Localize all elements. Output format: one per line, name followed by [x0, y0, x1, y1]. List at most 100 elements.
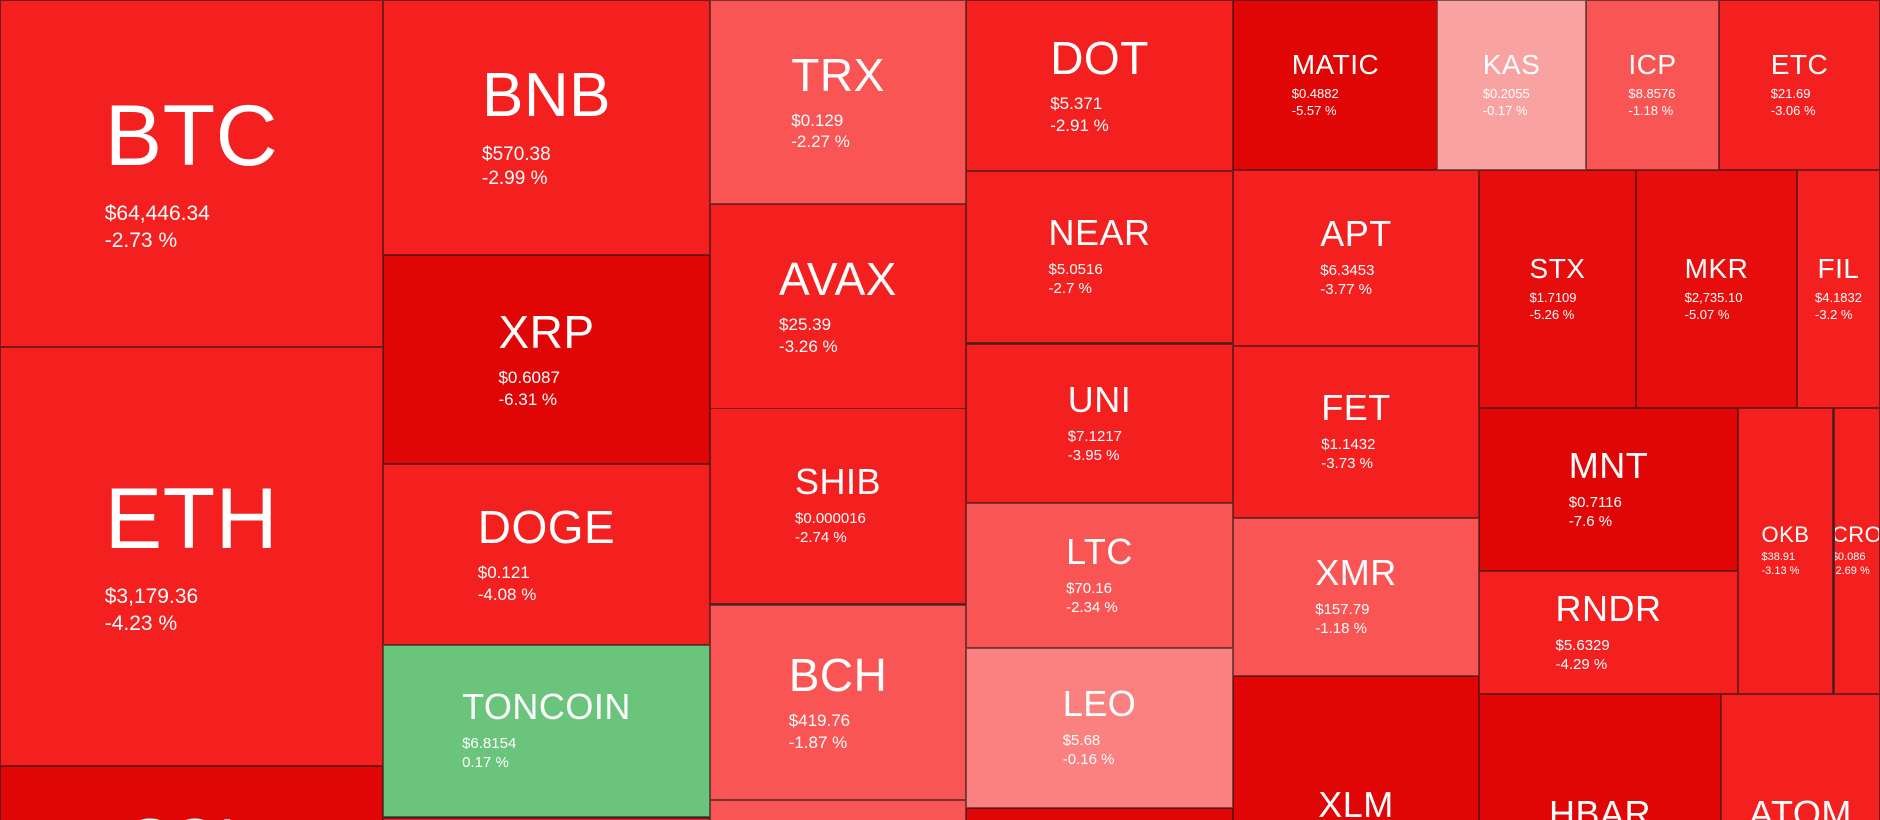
treemap-tile-ltc[interactable]: LTC $70.16 -2.34 % — [966, 503, 1233, 648]
treemap-tile-kas[interactable]: KAS $0.2055 -0.17 % — [1437, 0, 1586, 170]
tile-price: $5.6329 — [1555, 636, 1610, 654]
tile-change-percent: -7.6 % — [1568, 512, 1613, 530]
tile-change-percent: -3.95 % — [1067, 446, 1120, 464]
treemap-tile-xmr[interactable]: XMR $157.79 -1.18 % — [1233, 518, 1479, 676]
tile-content: ATOM$5.783-4.21 % — [1749, 792, 1852, 820]
tile-change-percent: -3.26 % — [779, 336, 838, 356]
tile-symbol: ETC — [1770, 49, 1829, 81]
tile-change-percent: -2.74 % — [794, 529, 847, 546]
tile-content: AVAX $25.39 -3.26 % — [779, 256, 897, 357]
tile-content: HBAR$0.0625-6.15 % — [1549, 795, 1651, 820]
tile-symbol: ATOM — [1749, 792, 1852, 820]
tile-change-percent: -2.73 % — [104, 228, 178, 252]
tile-change-percent: -5.57 % — [1291, 102, 1337, 118]
tile-price: $6.8154 — [462, 735, 517, 753]
tile-content: BNB $570.38 -2.99 % — [482, 64, 611, 191]
treemap-tile-etc[interactable]: ETC $21.69 -3.06 % — [1719, 0, 1880, 170]
tile-content: SHIB $0.000016 -2.74 % — [795, 464, 881, 548]
tile-change-percent: -2.91 % — [1050, 115, 1109, 135]
treemap-tile-near[interactable]: NEAR $5.0516 -2.7 % — [966, 171, 1233, 343]
tile-price: $570.38 — [482, 143, 551, 165]
tile-change-percent: -1.18 % — [1315, 620, 1367, 637]
treemap-tile-rndr[interactable]: RNDR $5.6329 -4.29 % — [1479, 571, 1738, 694]
tile-symbol: LEO — [1062, 683, 1137, 725]
tile-price: $21.69 — [1770, 86, 1811, 102]
tile-price: $0.6087 — [498, 368, 560, 388]
treemap-tile-matic[interactable]: MATIC $0.4882 -5.57 % — [1233, 0, 1438, 170]
tile-symbol: FIL — [1817, 253, 1860, 285]
treemap-tile-fet[interactable]: FET $1.1432 -3.73 % — [1233, 346, 1479, 518]
treemap-tile-shib[interactable]: SHIB $0.000016 -2.74 % — [710, 408, 966, 604]
treemap-tile-avax[interactable]: AVAX $25.39 -3.26 % — [710, 204, 966, 409]
tile-change-percent: 0.17 % — [462, 754, 509, 771]
treemap-tile-sol[interactable]: SOL$168.91-7.97 % — [0, 766, 383, 820]
tile-price: $0.121 — [477, 563, 530, 583]
tile-content: XRP $0.6087 -6.31 % — [498, 309, 594, 410]
tile-content: KAS $0.2055 -0.17 % — [1483, 51, 1541, 119]
tile-symbol: ICP — [1628, 49, 1677, 81]
treemap-tile-dot[interactable]: DOT $5.371 -2.91 % — [966, 0, 1233, 171]
tile-content: BCH $419.76 -1.87 % — [789, 652, 888, 753]
tile-price: $419.76 — [788, 711, 851, 731]
treemap-tile-xlm[interactable]: XLM$0.0987-6.32 % — [1233, 676, 1479, 820]
treemap-tile-toncoin[interactable]: TONCOIN $6.8154 0.17 % — [383, 645, 710, 817]
tile-change-percent: -2.27 % — [791, 132, 850, 151]
treemap-tile-mnt[interactable]: MNT $0.7116 -7.6 % — [1479, 408, 1738, 571]
tile-symbol: OKB — [1761, 521, 1810, 547]
treemap-tile-mkr[interactable]: MKR $2,735.10 -5.07 % — [1636, 170, 1797, 408]
tile-content: DOGE $0.121 -4.08 % — [478, 504, 615, 605]
treemap-tile-link[interactable]: LINK$12.89-2.47 % — [710, 800, 966, 820]
tile-price: $64,446.34 — [104, 202, 210, 226]
treemap-tile-doge[interactable]: DOGE $0.121 -4.08 % — [383, 464, 710, 645]
treemap-tile-atom[interactable]: ATOM$5.783-4.21 % — [1721, 694, 1880, 820]
tile-price: $3,179.36 — [104, 585, 199, 609]
treemap-tile-stx[interactable]: STX $1.7109 -5.26 % — [1479, 170, 1636, 408]
tile-content: XMR $157.79 -1.18 % — [1315, 555, 1397, 639]
treemap-tile-bnb[interactable]: BNB $570.38 -2.99 % — [383, 0, 710, 255]
treemap-tile-cro[interactable]: CRO $0.086 -2.69 % — [1834, 408, 1880, 694]
tile-symbol: MKR — [1684, 253, 1749, 285]
tile-content: RNDR $5.6329 -4.29 % — [1555, 590, 1662, 675]
treemap-tile-eth[interactable]: ETH $3,179.36 -4.23 % — [0, 347, 383, 766]
tile-symbol: LTC — [1066, 530, 1133, 572]
treemap-tile-apt[interactable]: APT $6.3453 -3.77 % — [1233, 170, 1479, 346]
tile-content: SOL$168.91-7.97 % — [129, 810, 255, 820]
tile-change-percent: -1.18 % — [1628, 102, 1674, 118]
treemap-tile-trx[interactable]: TRX $0.129 -2.27 % — [710, 0, 966, 204]
treemap-tile-icp[interactable]: ICP $8.8576 -1.18 % — [1586, 0, 1719, 170]
tile-price: $0.129 — [791, 110, 844, 130]
treemap-tile-fil[interactable]: FIL $4.1832 -3.2 % — [1797, 170, 1880, 408]
treemap-tile-xrp[interactable]: XRP $0.6087 -6.31 % — [383, 255, 710, 464]
tile-price: $0.000016 — [794, 510, 866, 528]
tile-symbol: BCH — [788, 649, 888, 702]
tile-content: XLM$0.0987-6.32 % — [1318, 786, 1394, 820]
tile-price: $5.68 — [1062, 732, 1101, 750]
tile-price: $70.16 — [1066, 579, 1112, 597]
tile-price: $0.2055 — [1482, 86, 1530, 102]
tile-symbol: TRX — [791, 48, 885, 101]
treemap-tile-bch[interactable]: BCH $419.76 -1.87 % — [710, 605, 966, 800]
tile-content: CRO $0.086 -2.69 % — [1834, 523, 1879, 579]
tile-symbol: DOT — [1050, 32, 1149, 85]
tile-price: $2,735.10 — [1684, 290, 1743, 306]
treemap-tile-okb[interactable]: OKB $38.91 -3.13 % — [1738, 408, 1833, 694]
tile-content: ETC $21.69 -3.06 % — [1771, 51, 1829, 119]
tile-symbol: BTC — [104, 88, 279, 185]
tile-change-percent: -2.69 % — [1834, 564, 1870, 577]
tile-symbol: APT — [1320, 213, 1392, 255]
tile-content: NEAR $5.0516 -2.7 % — [1048, 215, 1150, 299]
tile-symbol: DOGE — [477, 501, 616, 554]
treemap-tile-ada[interactable]: ADA$0.3859-3.87 % — [383, 818, 710, 820]
treemap-tile-leo[interactable]: LEO $5.68 -0.16 % — [966, 648, 1233, 808]
tile-change-percent: -3.77 % — [1320, 281, 1372, 298]
tile-price: $0.086 — [1834, 550, 1866, 563]
tile-content: LEO $5.68 -0.16 % — [1063, 686, 1137, 770]
tile-price: $6.3453 — [1320, 262, 1375, 280]
tile-content: STX $1.7109 -5.26 % — [1530, 255, 1586, 323]
treemap-tile-btc[interactable]: BTC $64,446.34 -2.73 % — [0, 0, 383, 347]
treemap-tile-uni[interactable]: UNI $7.1217 -3.95 % — [966, 344, 1233, 503]
treemap-tile-hbar[interactable]: HBAR$0.0625-6.15 % — [1479, 694, 1721, 820]
treemap-tile-pepe[interactable]: PEPE$0.000011-7.07 % — [966, 808, 1233, 820]
tile-content: UNI $7.1217 -3.95 % — [1067, 381, 1132, 466]
